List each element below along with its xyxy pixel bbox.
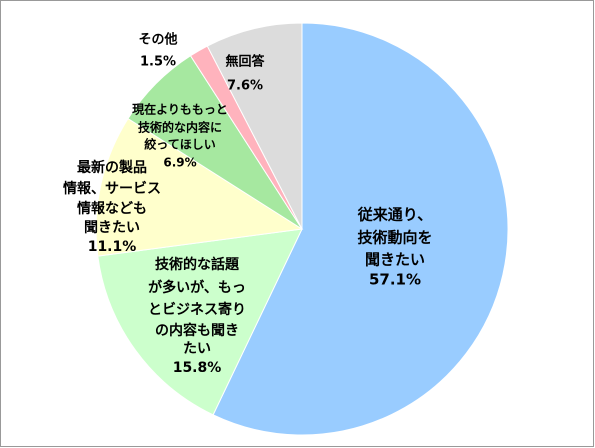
pie-slice bbox=[212, 22, 509, 436]
slice-label: 最新の製品 bbox=[77, 159, 147, 176]
value-label: 1.5% bbox=[140, 55, 176, 70]
pie-slice bbox=[206, 22, 303, 230]
slice-label: の内容も聞き bbox=[155, 322, 239, 339]
pie-slice bbox=[97, 228, 303, 416]
value-label: 11.1% bbox=[88, 239, 137, 255]
pie-slice bbox=[95, 117, 304, 257]
slice-label: 現在よりももっと bbox=[132, 102, 228, 117]
slice-label: たい bbox=[183, 341, 211, 357]
slice-label: とビジネス寄り bbox=[148, 301, 246, 318]
value-label: 7.6% bbox=[227, 79, 263, 94]
slice-label: 聞きたい bbox=[365, 251, 425, 269]
slice-label: 絞ってほしい bbox=[144, 137, 215, 152]
slice-label: 技術的な話題 bbox=[155, 256, 240, 273]
slice-label: 無回答 bbox=[225, 54, 265, 70]
slice-label: 聞きたい bbox=[84, 220, 140, 236]
slice-label: その他 bbox=[138, 32, 177, 48]
slice-label: 情報、サービス bbox=[63, 180, 161, 197]
value-label: 57.1% bbox=[369, 271, 421, 289]
slice-label: 情報なども bbox=[77, 200, 147, 217]
slice-label: 技術動向を bbox=[357, 229, 432, 247]
slice-label: 技術的な内容に bbox=[138, 120, 222, 135]
value-label: 6.9% bbox=[163, 156, 196, 170]
value-label: 15.8% bbox=[173, 360, 222, 376]
slice-label: が多いが、もっ bbox=[148, 279, 246, 296]
slice-label: 従来通り、 bbox=[357, 206, 432, 224]
